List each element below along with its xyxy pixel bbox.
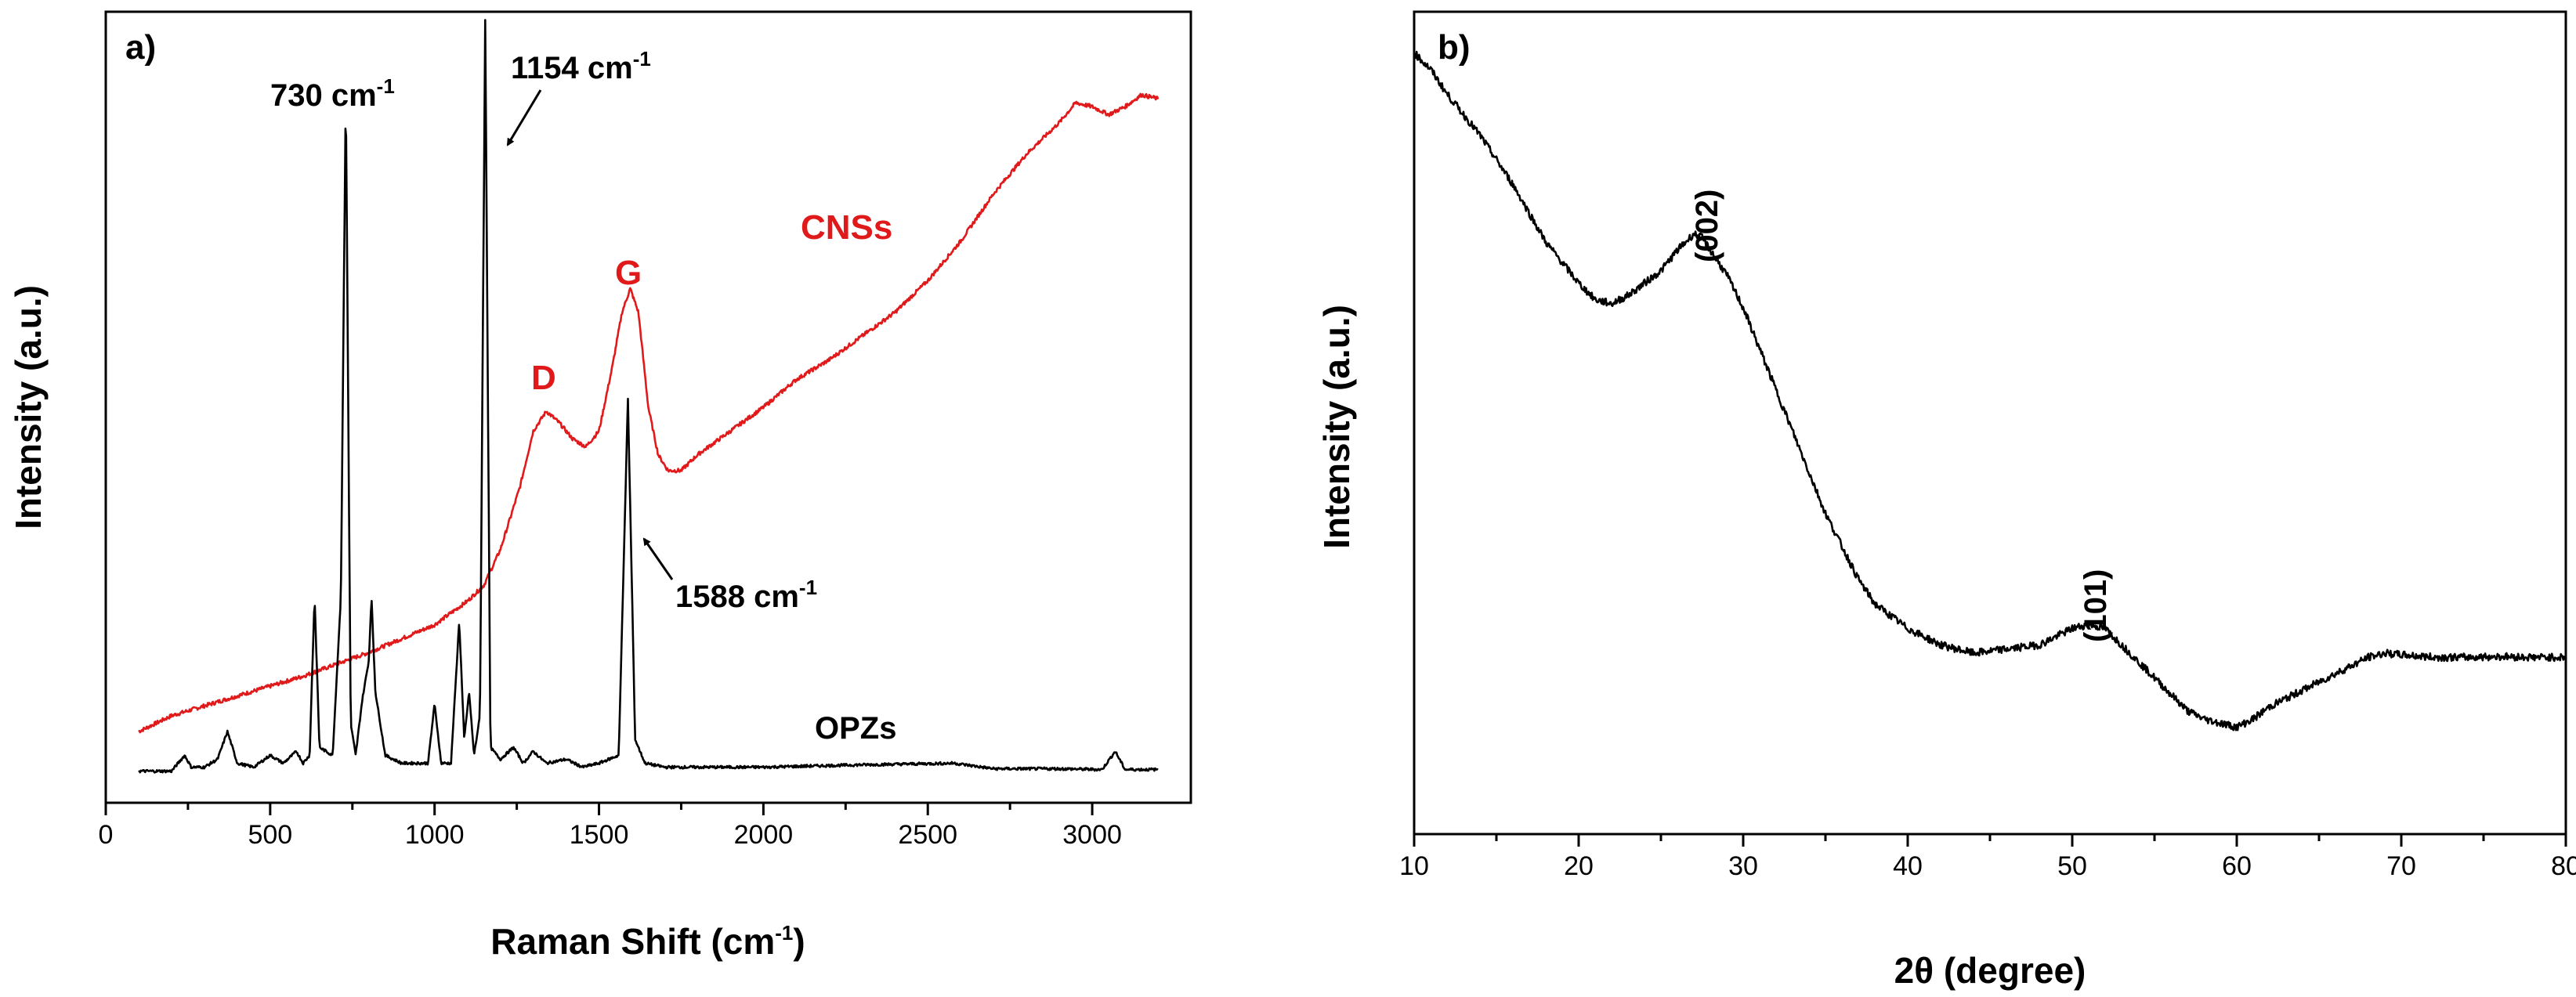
annotation-1588: 1588 cm-1 bbox=[675, 576, 817, 614]
annotation-730-sup: -1 bbox=[377, 74, 395, 98]
x-tick-label: 60 bbox=[2222, 851, 2252, 881]
annotation-1154-text: 1154 cm bbox=[511, 51, 633, 85]
arrow-1588 bbox=[642, 537, 674, 580]
plot-frame-a bbox=[104, 10, 1192, 804]
x-tick-label: 2000 bbox=[734, 820, 794, 850]
x-tick-label: 1500 bbox=[570, 820, 629, 850]
x-tick-label: 500 bbox=[248, 820, 292, 850]
annotation-1588-text: 1588 cm bbox=[675, 580, 799, 614]
x-tick-label: 40 bbox=[1893, 851, 1923, 881]
x-axis-label-b: 2θ (degree) bbox=[1894, 950, 2086, 991]
xrd-panel: 10 20 30 40 50 60 70 80 b) Intensity (a.u.) 2θ … bbox=[1316, 10, 2576, 991]
legend-opzs: OPZs bbox=[815, 711, 896, 746]
x-tick-label: 2500 bbox=[898, 820, 957, 850]
series-group-b bbox=[1413, 50, 2567, 731]
annotation-1154-sup: -1 bbox=[633, 47, 651, 70]
annotation-730-text: 730 cm bbox=[270, 78, 377, 113]
annotation-d-band: D bbox=[531, 359, 556, 397]
annotation-002: (002) bbox=[1690, 190, 1724, 262]
x-tick-label: 30 bbox=[1728, 851, 1758, 881]
annotation-1154: 1154 cm-1 bbox=[511, 47, 651, 85]
x-tick-label: 10 bbox=[1399, 851, 1429, 881]
arrow-1154 bbox=[506, 89, 542, 146]
series-line-xrd bbox=[1413, 50, 2567, 731]
series-group-a bbox=[138, 19, 1160, 774]
annotation-g-band: G bbox=[615, 254, 642, 292]
x-axis-label-a: Raman Shift (cm-1) bbox=[490, 921, 805, 962]
x-axis-label-a-main: Raman Shift (cm bbox=[490, 921, 775, 962]
annotation-730: 730 cm-1 bbox=[270, 74, 395, 113]
panel-label-a: a) bbox=[125, 28, 156, 67]
x-tick-label: 20 bbox=[1564, 851, 1594, 881]
x-tick-label: 3000 bbox=[1062, 820, 1122, 850]
panel-label-b: b) bbox=[1438, 28, 1471, 67]
x-tick-label: 0 bbox=[99, 820, 114, 850]
series-line-cnss bbox=[138, 92, 1160, 734]
x-axis-ticks-b: 10 20 30 40 50 60 70 80 bbox=[1399, 834, 2576, 881]
x-axis-label-a-end: ) bbox=[793, 921, 805, 962]
annotation-1588-sup: -1 bbox=[799, 576, 817, 599]
x-tick-label: 1000 bbox=[405, 820, 465, 850]
x-axis-ticks-a: 0 500 1000 1500 2000 2500 3000 bbox=[99, 803, 1122, 850]
series-line-opzs bbox=[138, 19, 1159, 774]
x-tick-label: 50 bbox=[2057, 851, 2087, 881]
x-axis-label-a-sup: -1 bbox=[775, 921, 793, 945]
y-axis-label-a: Intensity (a.u.) bbox=[8, 285, 49, 529]
raman-panel: 0 500 1000 1500 2000 2500 3000 a) Intensity (a… bbox=[8, 10, 1192, 962]
legend-cnss: CNSs bbox=[801, 208, 892, 247]
y-axis-label-b: Intensity (a.u.) bbox=[1316, 305, 1357, 549]
plot-frame-b bbox=[1413, 10, 2567, 836]
annotation-101: (101) bbox=[2079, 569, 2113, 642]
x-tick-label: 80 bbox=[2551, 851, 2576, 881]
x-tick-label: 70 bbox=[2386, 851, 2416, 881]
